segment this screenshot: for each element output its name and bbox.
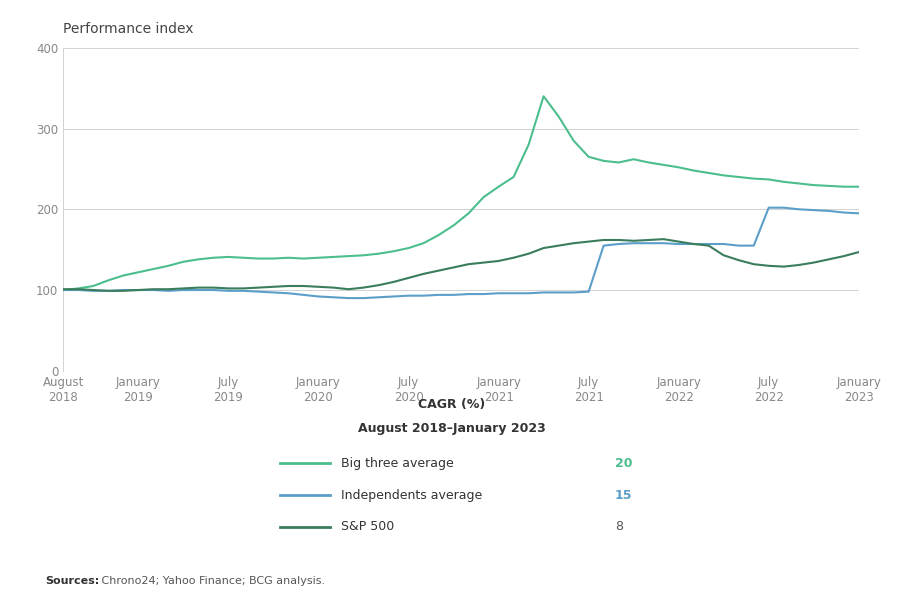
Text: S&P 500: S&P 500 [340,520,394,533]
Text: Performance index: Performance index [63,22,193,36]
Text: CAGR (%): CAGR (%) [418,398,485,411]
Text: Sources:: Sources: [45,576,99,586]
Text: 20: 20 [614,457,631,470]
Text: August 2018–January 2023: August 2018–January 2023 [358,422,545,435]
Text: 15: 15 [614,489,631,502]
Text: 8: 8 [614,520,622,533]
Text: Big three average: Big three average [340,457,453,470]
Text: Independents average: Independents average [340,489,481,502]
Text: Chrono24; Yahoo Finance; BCG analysis.: Chrono24; Yahoo Finance; BCG analysis. [98,576,324,586]
